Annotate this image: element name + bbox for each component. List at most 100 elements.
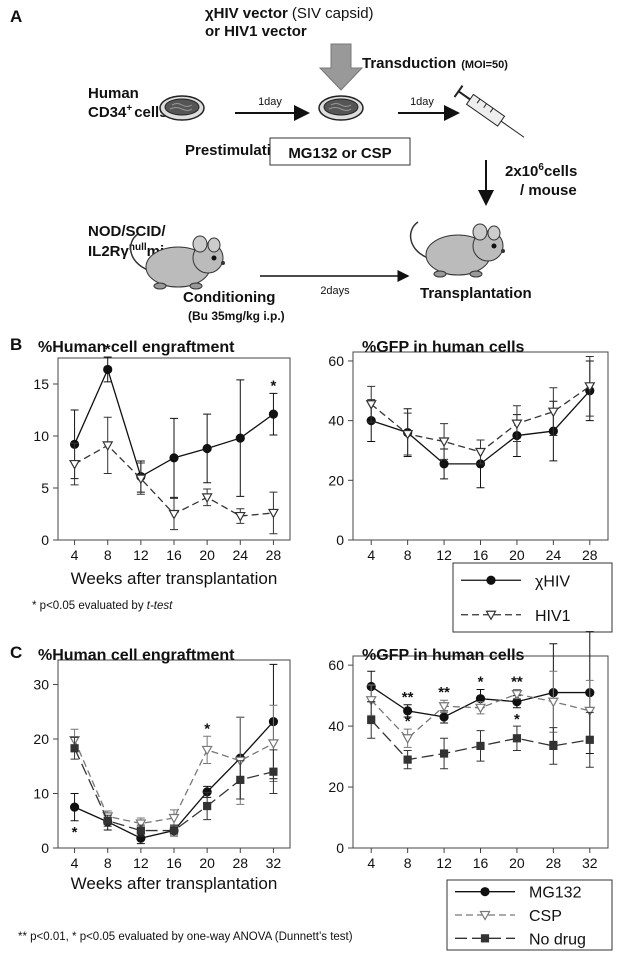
x-tick-label: 4 <box>367 547 375 563</box>
marker <box>439 712 449 722</box>
significance-mark: * <box>105 341 111 358</box>
cells-end: cells <box>134 104 167 121</box>
marker <box>103 364 113 375</box>
dose-label: 2x106cells <box>505 162 577 180</box>
moi: (MOI=50) <box>461 59 508 71</box>
significance-mark: * <box>72 824 78 841</box>
x-tick-label: 28 <box>546 855 562 871</box>
chart-title: %GFP in human cells <box>362 647 525 664</box>
panel-label: B <box>10 335 22 354</box>
marker <box>201 493 213 504</box>
significance-mark: ** <box>511 674 523 691</box>
x-tick-label: 12 <box>436 547 452 563</box>
legend-label: CSP <box>529 908 562 925</box>
legend-label: No drug <box>529 931 586 948</box>
marker <box>438 437 450 448</box>
legend-label: χHIV <box>535 573 570 590</box>
marker <box>480 934 490 943</box>
x-tick-label: 28 <box>232 855 248 871</box>
x-tick-label: 8 <box>404 547 412 563</box>
mice-sup: null <box>129 242 147 253</box>
marker <box>203 801 212 811</box>
x-tick-label: 12 <box>133 855 149 871</box>
vector-label: χHIV vector (SIV capsid) <box>205 5 374 22</box>
marker <box>202 443 212 454</box>
panel-label: A <box>10 7 22 26</box>
transduction-label: Transduction (MOI=50) <box>362 55 508 72</box>
marker <box>102 441 114 452</box>
x-tick-label: 16 <box>473 855 489 871</box>
marker <box>476 741 485 751</box>
y-tick-label: 40 <box>328 718 344 734</box>
y-tick-label: 0 <box>41 532 49 548</box>
dish <box>318 95 364 121</box>
significance-mark: ** <box>402 689 414 706</box>
marker <box>365 400 377 410</box>
drug-label: MG132 or CSP <box>288 145 391 162</box>
y-tick-label: 5 <box>41 480 49 496</box>
marker <box>438 702 450 713</box>
marker <box>136 826 145 835</box>
marker <box>168 813 180 824</box>
x-tick-label: 4 <box>367 855 375 871</box>
mouse <box>409 221 506 278</box>
marker <box>474 447 487 458</box>
marker <box>403 706 413 716</box>
marker <box>474 703 487 714</box>
marker <box>511 419 523 430</box>
panel-label: C <box>10 643 22 662</box>
step-label: Transplantation <box>420 285 532 302</box>
chart-title: %GFP in human cells <box>362 339 525 356</box>
x-tick-label: 28 <box>582 547 598 563</box>
x-tick-label: 24 <box>546 547 562 563</box>
x-tick-label: 4 <box>71 855 79 871</box>
x-tick-label: 20 <box>509 547 525 563</box>
marker <box>168 509 180 520</box>
marker <box>365 696 377 706</box>
y-tick-label: 20 <box>33 731 49 747</box>
marker <box>70 744 79 753</box>
significance-mark: ** <box>438 684 450 701</box>
marker <box>549 741 558 751</box>
y-tick-label: 10 <box>33 428 49 444</box>
cells-label: Human <box>88 85 139 102</box>
significance-mark: * <box>478 674 484 691</box>
y-tick-label: 0 <box>336 840 344 856</box>
mice-label: NOD/SCID/ <box>88 223 166 240</box>
significance-mark: * <box>405 713 411 730</box>
x-tick-label: 16 <box>166 547 182 563</box>
y-tick-label: 20 <box>328 779 344 795</box>
legend-label: MG132 <box>529 885 582 902</box>
syringe <box>453 85 525 138</box>
marker <box>234 511 246 522</box>
dose-label: / mouse <box>520 182 577 199</box>
y-tick-label: 30 <box>33 677 49 693</box>
y-tick-label: 15 <box>33 376 49 392</box>
drug-box <box>269 137 411 166</box>
marker <box>547 697 559 708</box>
time-label: 1day <box>258 96 282 108</box>
marker <box>585 735 594 744</box>
legend-box <box>452 562 613 633</box>
marker <box>402 734 414 745</box>
mice-name: IL2Rγ <box>88 243 130 260</box>
marker <box>135 819 147 830</box>
chart-title: %Human cell engraftment <box>38 647 235 664</box>
footnote-text: * p<0.05 evaluated by <box>32 600 147 612</box>
marker <box>267 508 279 519</box>
footnote: ** p<0.01, * p<0.05 evaluated by one-way… <box>18 931 353 943</box>
time-label: 2days <box>320 285 350 297</box>
x-tick-label: 4 <box>71 547 79 563</box>
marker <box>403 755 412 764</box>
x-axis-label: Weeks after transplantation <box>71 874 278 893</box>
footnote: * p<0.05 evaluated by t-test <box>32 600 173 612</box>
marker <box>269 767 278 776</box>
dose-end: cells <box>544 163 577 180</box>
vector-name: χHIV vector <box>205 5 288 22</box>
footnote-italic: t-test <box>147 600 173 612</box>
marker <box>480 887 490 897</box>
marker <box>584 382 596 393</box>
x-tick-label: 8 <box>404 855 412 871</box>
x-tick-label: 24 <box>232 547 248 563</box>
marker <box>485 610 497 621</box>
